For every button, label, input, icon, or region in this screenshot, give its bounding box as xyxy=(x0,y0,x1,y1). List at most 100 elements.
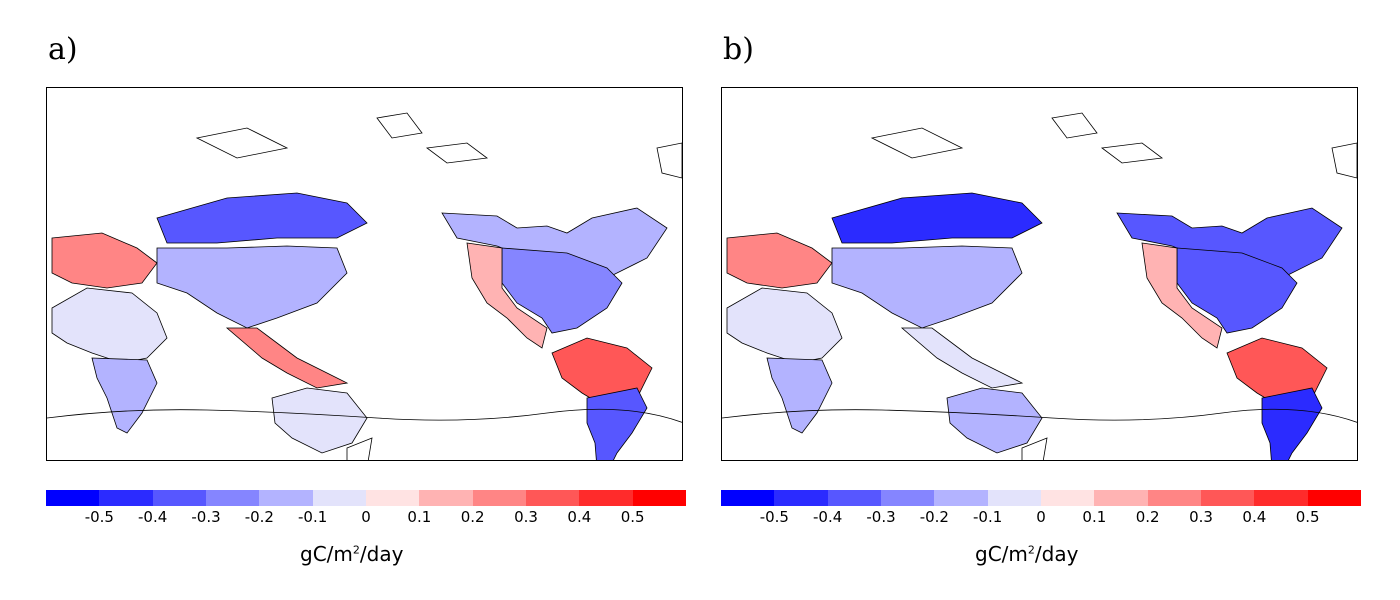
region-temperate-north-america xyxy=(1176,247,1298,334)
region-europe xyxy=(51,232,158,289)
colorbar-swatch xyxy=(259,490,313,506)
coastline-outline xyxy=(47,408,682,423)
region-temperate-asia xyxy=(156,245,348,329)
colorbar-swatch xyxy=(1147,490,1201,506)
map-svg xyxy=(722,112,1357,460)
region-australia xyxy=(946,387,1043,454)
colorbar-swatch xyxy=(1094,490,1148,506)
colorbar-swatch xyxy=(99,490,153,506)
colorbar-swatch xyxy=(152,490,206,506)
coastline-outline xyxy=(1331,142,1357,179)
region-southern-africa xyxy=(766,357,833,434)
region-temperate-asia xyxy=(831,245,1023,329)
axis-tick xyxy=(721,437,722,438)
colorbar-tick-label: 0.2 xyxy=(460,508,485,526)
colorbar-tick-label: -0.2 xyxy=(919,508,949,526)
world-map xyxy=(721,87,1358,461)
axis-tick xyxy=(46,207,47,208)
region-temperate-north-america xyxy=(501,247,623,334)
world-map xyxy=(46,87,683,461)
colorbar-swatch xyxy=(987,490,1041,506)
panel-label: b) xyxy=(723,32,754,67)
region-tropical-asia xyxy=(225,327,349,389)
coastline-outline xyxy=(1021,437,1048,460)
region-western-north-america xyxy=(1141,242,1223,349)
colorbar-tick-label: 0.2 xyxy=(1135,508,1160,526)
colorbar-swatch xyxy=(632,490,686,506)
region-northern-africa xyxy=(51,287,168,364)
coastline-outline xyxy=(1100,142,1164,164)
colorbar-tick-label: 0.3 xyxy=(514,508,538,526)
panel-b: b) -0.5 -0.4 -0.3 -0.2 -0.1 0 0.1 0.2 0.3 0.4 0.5 … xyxy=(675,0,1375,600)
colorbar-swatch xyxy=(1254,490,1308,506)
axis-tick xyxy=(46,323,47,324)
colorbar-tick-label: -0.1 xyxy=(973,508,1003,526)
region-europe xyxy=(726,232,833,289)
colorbar-tick-label: 0.5 xyxy=(620,508,645,526)
coastline-outline xyxy=(425,142,489,164)
colorbar-swatch xyxy=(934,490,988,506)
unit-label: gC/m2/day xyxy=(300,542,404,566)
colorbar-tick-label: -0.5 xyxy=(84,508,114,526)
colorbar-swatch xyxy=(721,490,775,506)
colorbar-tick-label: 0 xyxy=(1036,508,1046,526)
colorbar xyxy=(721,490,1361,506)
colorbar-tick-label: -0.1 xyxy=(298,508,328,526)
colorbar-swatch xyxy=(419,490,473,506)
colorbar-tick-label: -0.4 xyxy=(138,508,168,526)
unit-label: gC/m2/day xyxy=(975,542,1079,566)
axis-tick xyxy=(721,380,722,381)
region-southern-africa xyxy=(91,357,158,434)
region-boreal-asia xyxy=(156,192,368,244)
colorbar-swatch xyxy=(46,490,100,506)
colorbar-tick-label: -0.4 xyxy=(813,508,843,526)
colorbar-swatch xyxy=(1040,490,1095,506)
colorbar-tick-label: 0.4 xyxy=(1242,508,1267,526)
colorbar-tick-label: -0.2 xyxy=(244,508,274,526)
coastline-outline xyxy=(1051,112,1098,139)
colorbar-tick-label: 0.1 xyxy=(407,508,432,526)
colorbar-tick-label: -0.5 xyxy=(759,508,789,526)
axis-tick xyxy=(721,207,722,208)
colorbar-tick-label: 0.1 xyxy=(1082,508,1107,526)
region-boreal-asia xyxy=(831,192,1043,244)
axis-tick xyxy=(46,437,47,438)
colorbar-tick-label: 0.5 xyxy=(1295,508,1320,526)
colorbar-swatch xyxy=(579,490,633,506)
panel-label: a) xyxy=(48,32,78,67)
map-svg xyxy=(47,112,682,460)
axis-tick xyxy=(721,140,722,141)
axis-tick xyxy=(721,323,722,324)
colorbar-labels: -0.5 -0.4 -0.3 -0.2 -0.1 0 0.1 0.2 0.3 0.4 0.5 xyxy=(46,508,686,528)
colorbar-swatch xyxy=(472,490,526,506)
coastline-outline xyxy=(195,127,289,159)
colorbar-swatch xyxy=(827,490,881,506)
colorbar-swatch xyxy=(525,490,580,506)
colorbar-swatch xyxy=(774,490,828,506)
colorbar-swatch xyxy=(205,490,260,506)
colorbar-tick-label: 0.4 xyxy=(567,508,592,526)
coastline-outline xyxy=(656,142,682,179)
region-tropical-asia xyxy=(900,327,1024,389)
axis-tick xyxy=(721,266,722,267)
colorbar-swatch xyxy=(880,490,935,506)
coastline-outline xyxy=(346,437,373,460)
axis-tick xyxy=(46,266,47,267)
colorbar-tick-label: -0.3 xyxy=(866,508,896,526)
colorbar-swatch xyxy=(1200,490,1255,506)
coastline-outline xyxy=(722,408,1357,423)
region-australia xyxy=(271,387,368,454)
region-western-north-america xyxy=(466,242,548,349)
region-temperate-south-america xyxy=(586,387,648,460)
coastline-outline xyxy=(870,127,964,159)
colorbar-labels: -0.5 -0.4 -0.3 -0.2 -0.1 0 0.1 0.2 0.3 0.4 0.5 xyxy=(721,508,1361,528)
colorbar xyxy=(46,490,686,506)
colorbar-swatch xyxy=(312,490,366,506)
panel-a: a) -0.5 -0.4 -0.3 -0.2 -0.1 0 0.1 0.2 0.3 0.4 0.5 … xyxy=(46,32,686,566)
region-temperate-south-america xyxy=(1261,387,1323,460)
colorbar-swatch xyxy=(365,490,420,506)
axis-tick xyxy=(46,140,47,141)
region-northern-africa xyxy=(726,287,843,364)
coastline-outline xyxy=(376,112,423,139)
colorbar-swatch xyxy=(1307,490,1361,506)
